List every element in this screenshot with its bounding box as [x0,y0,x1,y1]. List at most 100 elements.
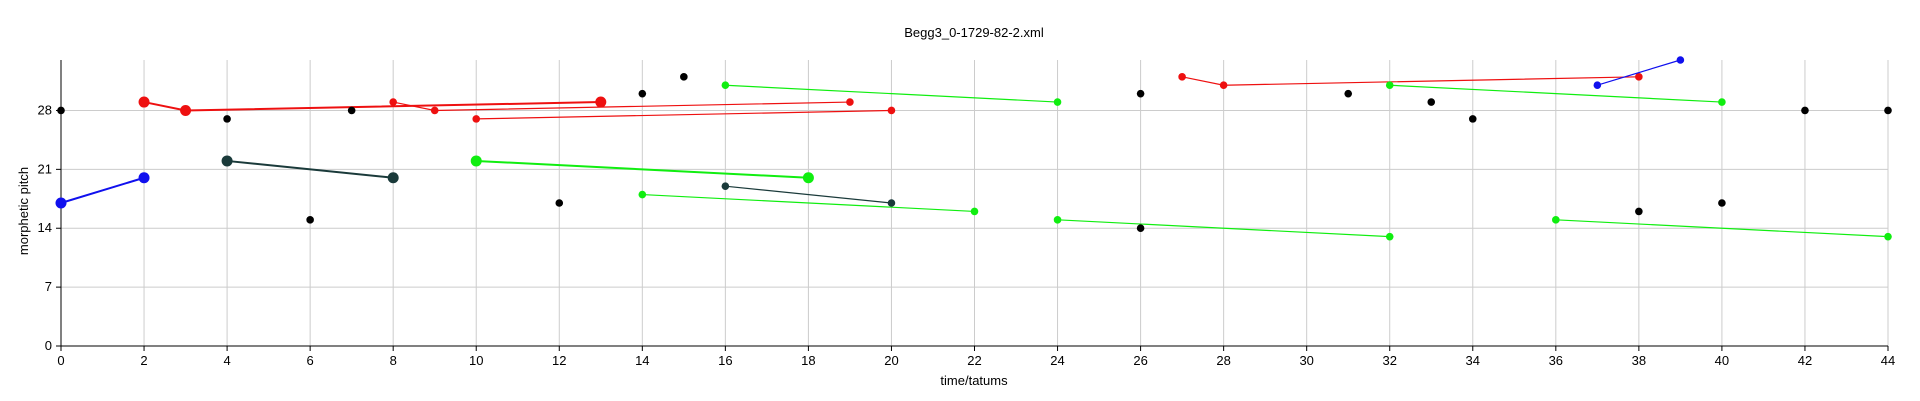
note-point [1053,98,1062,106]
note-series [1385,81,1726,106]
note-series [55,172,150,209]
x-tick-label: 42 [1798,353,1812,368]
note-point [180,104,192,116]
x-tick-label: 10 [469,353,483,368]
series-line [476,159,809,179]
note-point [472,115,481,123]
note-point [1801,106,1809,115]
note-series [555,199,564,207]
series-line [1181,76,1639,86]
series-line [725,84,1058,103]
note-point [1468,115,1477,123]
note-series [1801,106,1809,115]
note-point [1635,73,1643,81]
x-tick-label: 12 [552,353,566,368]
series-line [226,159,394,179]
note-point [721,81,730,90]
note-series [1136,89,1145,98]
x-tick-label: 18 [801,353,815,368]
note-series [470,155,814,184]
note-point [555,199,564,207]
note-point [387,172,399,184]
note-point [306,216,314,224]
note-point [1676,56,1685,64]
note-point [430,106,439,115]
x-tick-label: 36 [1549,353,1563,368]
note-point [846,98,854,106]
note-series [1136,224,1145,233]
note-point [802,172,814,184]
note-point [1718,199,1726,207]
y-tick-label: 28 [38,102,52,117]
series-line [1597,59,1681,86]
note-point [595,96,607,108]
y-tick-label: 14 [38,220,52,235]
note-point [1884,232,1892,241]
note-series [638,89,647,98]
note-series [347,106,356,115]
note-point [138,96,150,108]
note-point [887,199,896,207]
note-series [1552,216,1892,241]
note-series [680,73,688,81]
note-point [138,172,150,184]
note-point [223,115,231,123]
note-series [1427,98,1436,106]
x-tick-label: 38 [1632,353,1646,368]
note-point [1427,98,1436,106]
note-point [1219,81,1228,90]
y-tick-label: 21 [38,161,52,176]
series-line [476,109,892,120]
note-point [1385,232,1394,241]
x-tick-label: 28 [1216,353,1230,368]
note-point [970,207,979,216]
note-series [389,98,854,115]
note-point [887,106,896,115]
note-series [306,216,314,224]
note-series [1718,199,1726,207]
note-point [1718,98,1726,106]
note-series [223,115,231,123]
note-series [1884,106,1892,115]
note-point [1385,81,1394,90]
x-tick-label: 26 [1133,353,1147,368]
note-series [721,182,896,207]
x-tick-label: 6 [307,353,314,368]
x-tick-label: 34 [1466,353,1480,368]
note-point [1178,73,1186,81]
series-layer [55,56,1892,241]
series-line [1555,219,1889,238]
series-line [143,101,601,112]
series-line [1057,219,1390,238]
note-point [638,89,647,98]
note-point [721,182,730,190]
note-series [1468,115,1477,123]
note-point [1593,81,1602,90]
x-tick-label: 24 [1050,353,1064,368]
note-point [1635,207,1643,216]
note-point [1344,89,1353,98]
note-point [221,155,233,167]
y-tick-label: 7 [45,279,52,294]
note-point [389,98,397,106]
x-tick-label: 16 [718,353,732,368]
axes: 0 2 4 6 8 10 12 14 16 18 20 22 24 26 28 30 32 34 36 38 40 42 4… [38,60,1895,368]
note-series [638,190,979,216]
note-series [221,155,399,184]
x-tick-label: 40 [1715,353,1729,368]
note-point [1136,224,1145,233]
series-line [393,101,850,112]
x-tick-label: 2 [140,353,147,368]
y-tick-label: 0 [45,338,52,353]
x-tick-label: 0 [57,353,64,368]
series-line [725,185,892,204]
series-line [642,193,975,213]
chart-title: Begg3_0-1729-82-2.xml [904,25,1044,40]
note-series [1178,73,1643,90]
note-point [57,106,65,115]
note-point [680,73,688,81]
x-tick-label: 22 [967,353,981,368]
note-point [347,106,356,115]
note-point [1884,106,1892,115]
